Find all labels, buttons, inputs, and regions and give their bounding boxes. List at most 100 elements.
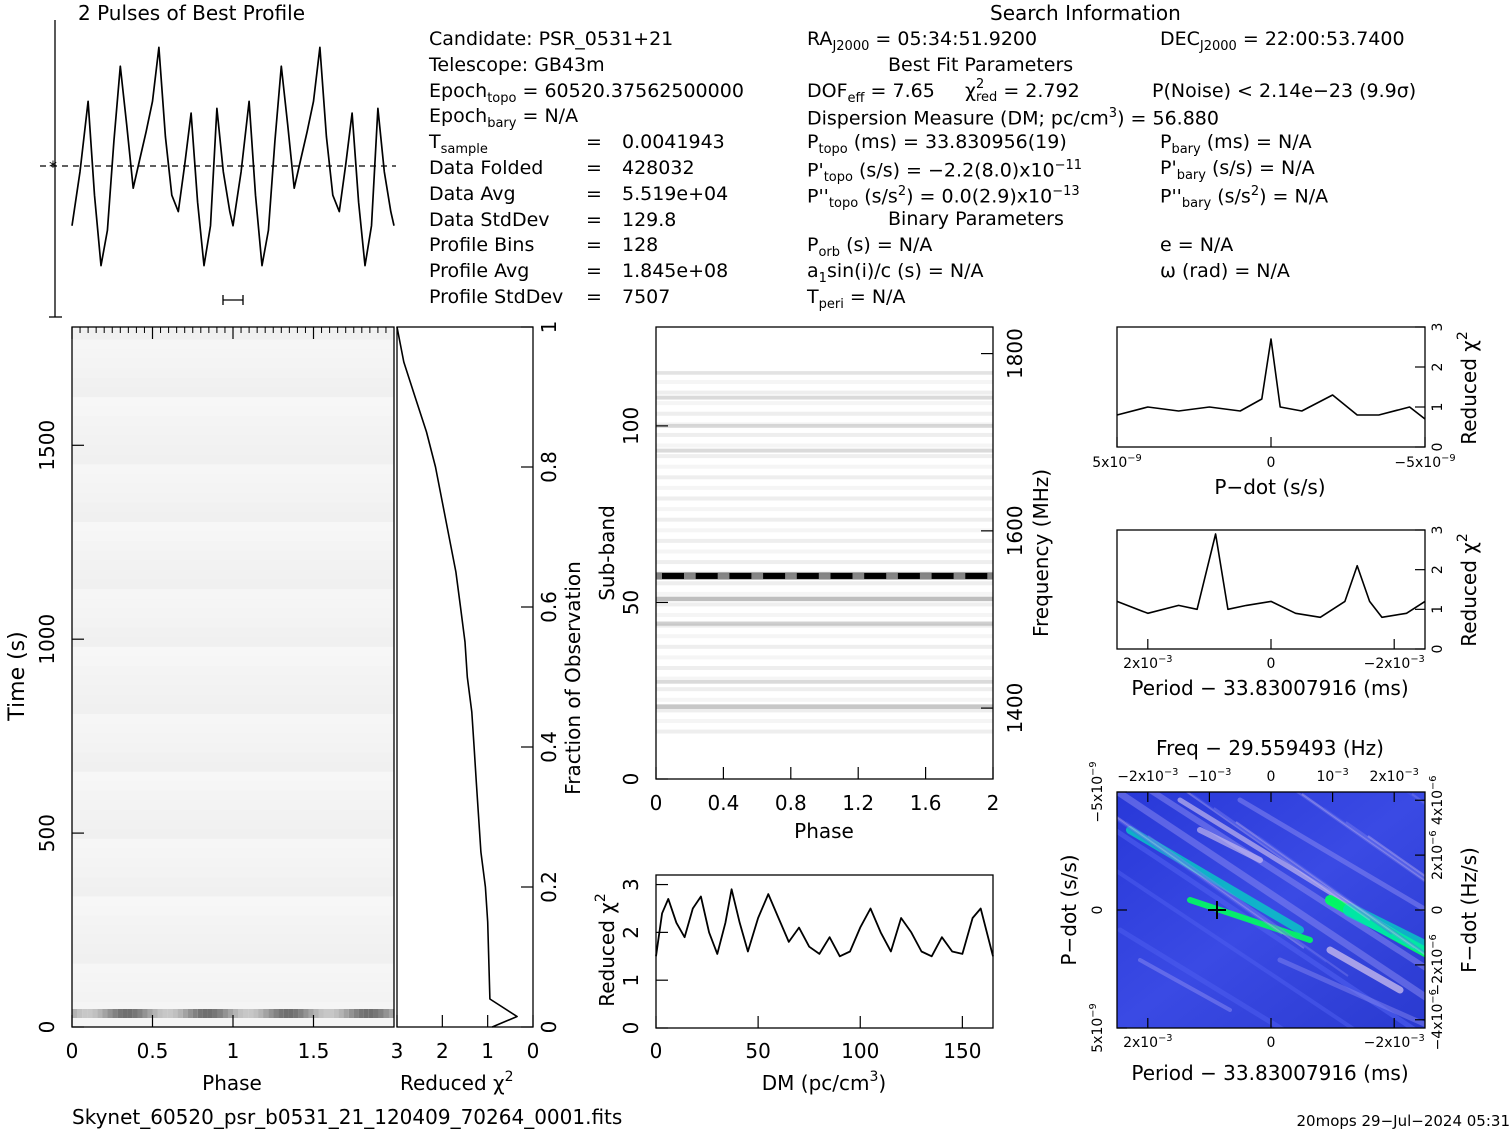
pdtopo-exp: −11	[1054, 158, 1083, 173]
subband-row	[656, 729, 993, 734]
time-phase-row	[72, 445, 394, 455]
a1-label: a	[807, 260, 819, 282]
tsample-value: 0.0041943	[622, 131, 725, 153]
pddbary-line: P''bary (s/s2) = N/A	[1160, 185, 1328, 210]
pddtopo-label: P''	[807, 185, 829, 208]
ppdot-streak	[1326, 946, 1404, 994]
period-chi-ytick-label: 0	[1430, 645, 1446, 654]
subband-row	[656, 475, 993, 480]
time-phase-row	[72, 723, 394, 734]
ppdot-ylabel: P−dot (s/s)	[1057, 854, 1081, 965]
time-phase-bright-cell	[288, 1009, 294, 1018]
epoch-bary-value: = N/A	[516, 105, 579, 127]
time-phase-row	[72, 579, 394, 590]
subband-row	[656, 560, 993, 565]
time-phase-bright-cell	[298, 1009, 304, 1018]
subband-row	[656, 655, 993, 660]
time-phase-row	[72, 742, 394, 753]
time-phase-row	[72, 867, 394, 878]
time-phase-bright-cell	[162, 1009, 168, 1018]
subband-xlabel: Phase	[794, 819, 854, 843]
time-phase-bright-cell	[87, 1009, 93, 1018]
time-phase-row	[72, 570, 394, 580]
tsample-label: T	[429, 131, 441, 153]
fraction-chi-ytick-label: 0.8	[537, 451, 561, 483]
time-phase-ytick-label: 0	[35, 1021, 59, 1034]
time-phase-greyscale	[72, 330, 394, 1018]
info-row-label: Data Avg	[429, 183, 516, 205]
time-phase-bright-cell	[202, 1009, 208, 1018]
time-phase-bright-cell	[348, 1009, 354, 1018]
fraction-chi-ylabel: Fraction of Observation	[561, 561, 585, 795]
time-phase-row	[72, 982, 394, 993]
ppdot-streak	[1138, 958, 1232, 1012]
info-row-value: 7507	[622, 286, 671, 308]
info-row-value: 128	[622, 234, 659, 256]
info-row-value: 428032	[622, 157, 695, 179]
chi-label: χ	[965, 80, 976, 102]
time-phase-row	[72, 790, 394, 801]
info-row-eq: =	[586, 234, 602, 256]
subband-pulse-cell	[662, 572, 684, 579]
ppdot-xtick-label: 2x10−3	[1123, 1033, 1172, 1051]
time-phase-row	[72, 483, 394, 494]
pddtopo-value: (s/s	[858, 185, 898, 208]
time-phase-row	[72, 474, 394, 484]
subband-axes: 0 0.4 0.8 1.2 1.6 2 0 50 100 1400 1600 1800	[619, 328, 1027, 815]
fraction-chi-ytick-label: 0.6	[537, 591, 561, 623]
epoch-bary-sub: bary	[487, 115, 517, 131]
subband-row	[656, 496, 993, 501]
time-phase-row	[72, 944, 394, 954]
time-phase-row	[72, 512, 394, 522]
dm-value: ) = 56.880	[1117, 107, 1219, 130]
time-phase-bright-cell	[217, 1009, 223, 1018]
info-row-label: Data Folded	[429, 157, 544, 179]
subband-row	[656, 549, 993, 554]
time-phase-row	[72, 464, 394, 474]
fraction-chi-xtick-label: 1	[481, 1039, 494, 1063]
subband-row	[656, 517, 993, 522]
pdtopo-sub: topo	[823, 170, 853, 186]
time-phase-bright-cell	[197, 1009, 203, 1018]
pdot-chi-ylabel: Reduced χ2	[1455, 331, 1481, 445]
dm-xlabel-text: DM (pc/cm	[762, 1071, 870, 1095]
subband-y2tick-label: 1400	[1003, 683, 1027, 734]
pddbary-value2: ) = N/A	[1259, 185, 1329, 208]
dof-value: = 7.65	[864, 80, 935, 102]
info-row-eq: =	[586, 183, 602, 205]
dm-ylabel: Reduced χ2	[593, 893, 619, 1007]
subband-xtick-label: 1.2	[842, 791, 874, 815]
time-phase-row	[72, 502, 394, 513]
ppdot-fine-streak	[1235, 821, 1425, 956]
period-chi-ytick-label: 2	[1430, 565, 1446, 574]
time-phase-row	[72, 339, 394, 350]
time-phase-row	[72, 598, 394, 609]
ppdot-axes: 2x10−3 0 −2x10−3 −2x10−3 −10−3 0 10−3 2x10−3 5x1…	[1088, 761, 1446, 1052]
a1-sub: 1	[818, 270, 827, 286]
subband-ytick-label: 0	[619, 773, 643, 786]
ppdot-top-tick-label: −2x10−3	[1117, 767, 1178, 785]
subband-panel: 0 0.4 0.8 1.2 1.6 2 0 50 100 1400 1600 1800 Phase S…	[595, 326, 1053, 843]
subband-xtick-label: 0	[650, 791, 663, 815]
subband-bright-row	[656, 621, 993, 626]
period-chi-ytick-label: 3	[1430, 526, 1446, 535]
subband-bright-row	[656, 572, 993, 580]
time-phase-ylabel: Time (s)	[5, 631, 30, 721]
ppdot-best-marker	[1208, 901, 1226, 919]
ppdot-fine-streak	[1117, 818, 1261, 921]
fraction-chi-line-group	[396, 326, 518, 1028]
time-phase-ytick-label: 500	[35, 814, 59, 852]
time-phase-bright-cell	[268, 1009, 274, 1018]
ppdot-xtick-label: 0	[1267, 1035, 1276, 1051]
ra-line: RAJ2000 = 05:34:51.9200	[807, 30, 1037, 53]
profile-panel: 2 Pulses of Best Profile *	[40, 1, 396, 318]
subband-pulse-cell	[695, 572, 718, 579]
subband-xtick-label: 2	[987, 791, 1000, 815]
subband-row	[656, 528, 993, 533]
time-phase-row	[72, 858, 394, 868]
pbary-sub: bary	[1171, 141, 1201, 157]
time-phase-row	[72, 714, 394, 724]
tsample-sub: sample	[440, 141, 488, 157]
epoch-bary-label: Epoch	[429, 105, 488, 127]
